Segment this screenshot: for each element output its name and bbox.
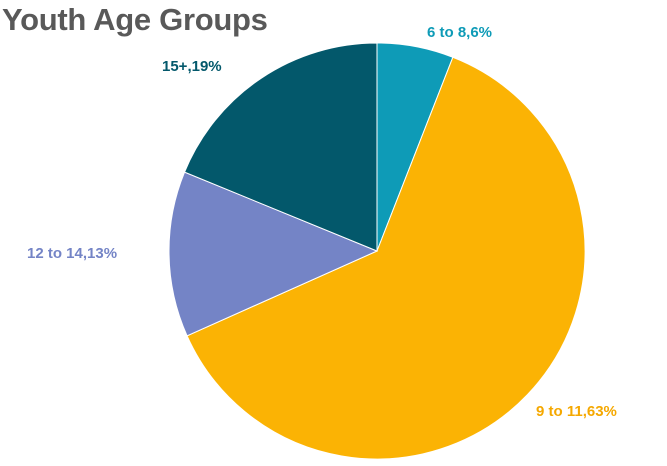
pie-slice-9-to-11 — [186, 56, 586, 460]
pie-slice-15 — [183, 42, 378, 252]
slice-data-label: 12 to 14,13% — [27, 245, 118, 262]
chart-title: Youth Age Groups — [2, 2, 268, 37]
slice-data-label: 6 to 8,6% — [427, 24, 493, 41]
slice-data-label: 9 to 11,63% — [536, 403, 617, 420]
slice-data-label: 15+,19% — [162, 58, 222, 75]
pie-slice-12-to-14 — [168, 171, 379, 337]
